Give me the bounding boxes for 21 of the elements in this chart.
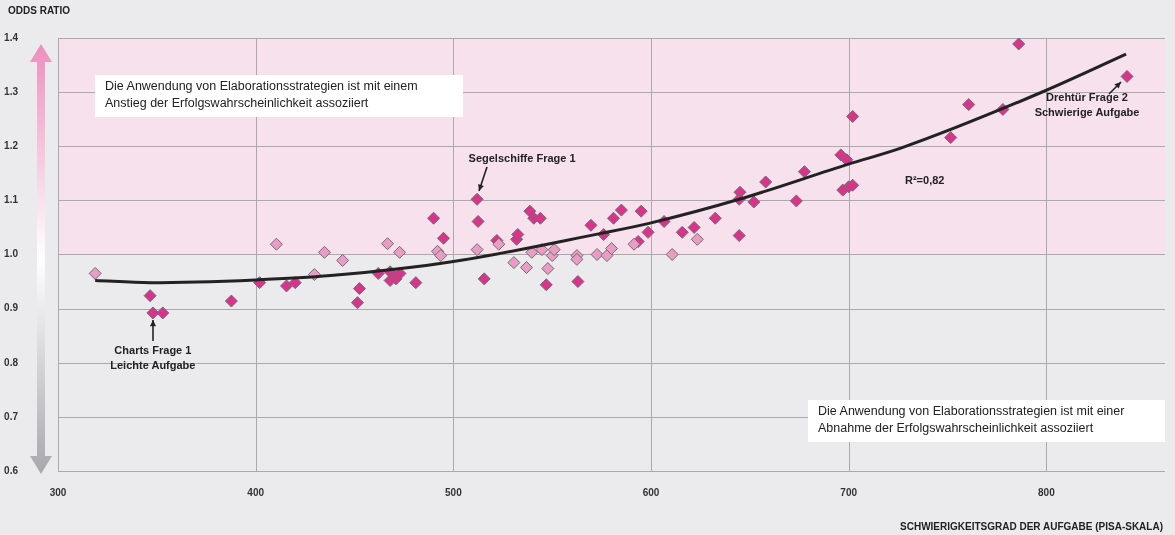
- annotation: Segelschiffe Frage 1: [467, 151, 577, 167]
- y-tick-label: 1.1: [4, 194, 19, 206]
- y-tick-label: 1.3: [4, 85, 19, 97]
- x-tick-label: 400: [247, 486, 265, 498]
- x-tick-label: 600: [642, 486, 660, 498]
- y-tick-label: 0.7: [4, 410, 19, 422]
- y-tick-label: 0.8: [4, 356, 19, 368]
- x-tick-label: 300: [49, 486, 67, 498]
- y-tick-label: 1.4: [4, 31, 19, 43]
- annotation: R²=0,82: [905, 173, 946, 188]
- x-tick-label: 800: [1038, 486, 1056, 498]
- y-tick-label: 0.9: [4, 302, 19, 314]
- y-tick-label: 0.6: [4, 464, 19, 476]
- annotation: Charts Frage 1 Leichte Aufgabe: [109, 342, 197, 373]
- x-tick-label: 700: [840, 486, 858, 498]
- y-tick-label: 1.2: [4, 140, 19, 151]
- y-tick-label: 1.0: [4, 248, 19, 260]
- x-tick-label: 500: [445, 486, 463, 498]
- annotation: Drehtür Frage 2 Schwierige Aufgabe: [1033, 90, 1141, 121]
- x-axis-title: SCHWIERIGKEITSGRAD DER AUFGABE (PISA-SKALA): [900, 521, 1163, 532]
- y-axis-title: ODDS RATIO: [8, 5, 71, 16]
